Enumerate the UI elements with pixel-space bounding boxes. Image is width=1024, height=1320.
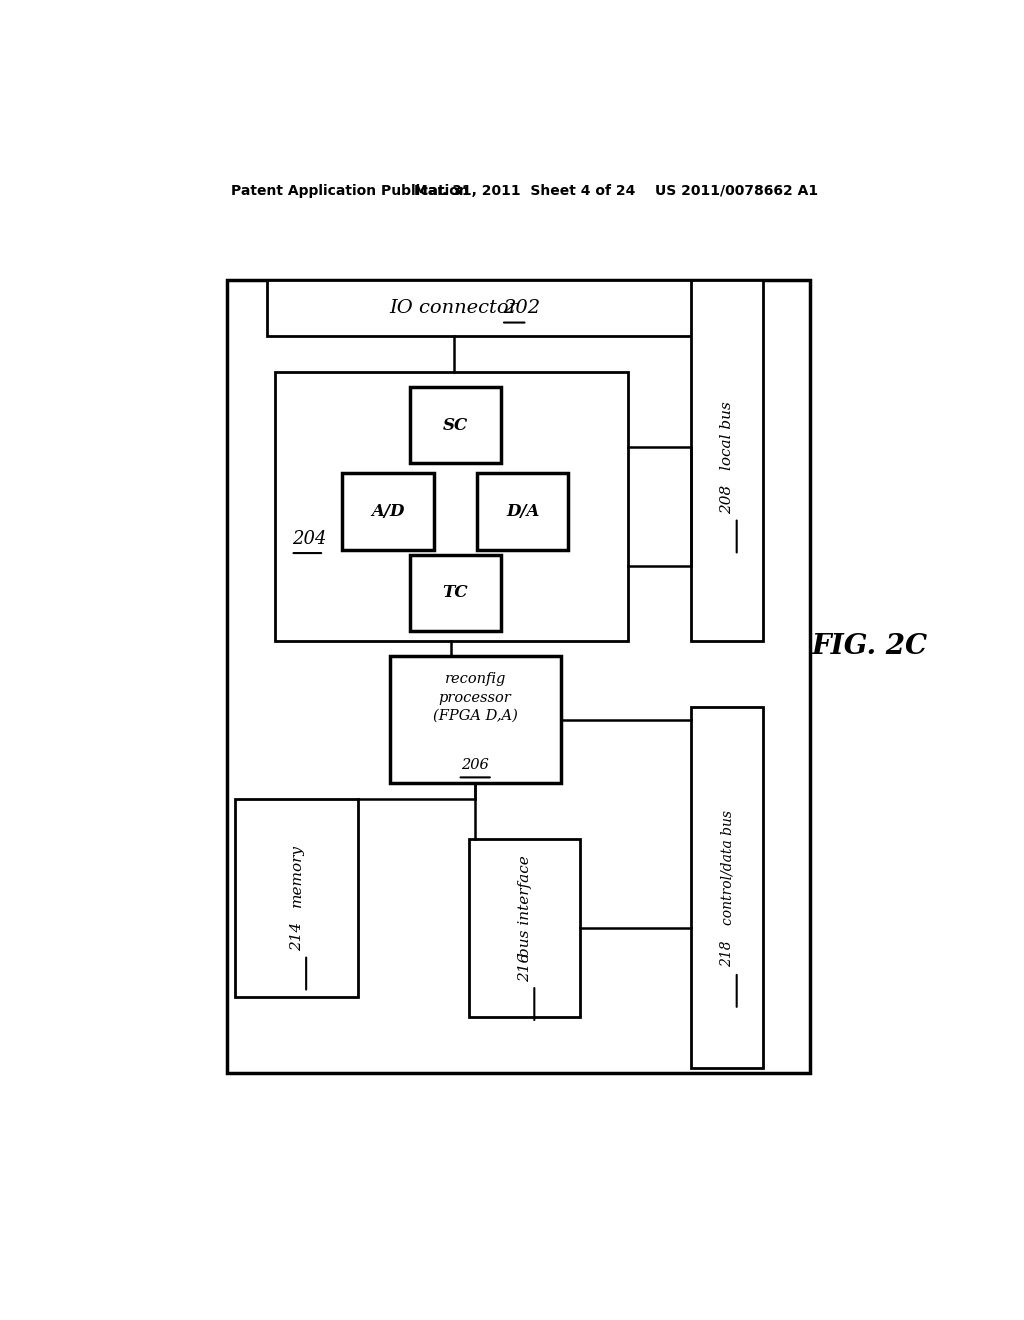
- Bar: [236, 799, 358, 997]
- Text: D/A: D/A: [506, 503, 540, 520]
- Text: SC: SC: [442, 417, 468, 434]
- Text: A/D: A/D: [372, 503, 404, 520]
- Text: Mar. 31, 2011  Sheet 4 of 24: Mar. 31, 2011 Sheet 4 of 24: [414, 183, 636, 198]
- Text: memory: memory: [290, 843, 304, 907]
- Text: local bus: local bus: [720, 401, 734, 470]
- Bar: [267, 280, 712, 337]
- Text: 204: 204: [292, 529, 327, 548]
- Text: 202: 202: [503, 300, 540, 317]
- Bar: [410, 554, 501, 631]
- Text: FIG. 2C: FIG. 2C: [812, 632, 928, 660]
- Text: 216: 216: [518, 952, 531, 982]
- Bar: [342, 474, 433, 549]
- Bar: [691, 708, 763, 1068]
- Bar: [274, 372, 628, 642]
- Bar: [691, 280, 763, 642]
- Bar: [390, 656, 560, 784]
- Text: 218: 218: [720, 940, 734, 968]
- Bar: [227, 280, 811, 1073]
- Bar: [477, 474, 568, 549]
- Text: bus interface: bus interface: [518, 855, 531, 957]
- Text: TC: TC: [442, 585, 468, 602]
- Text: IO connector: IO connector: [389, 300, 518, 317]
- Text: Patent Application Publication: Patent Application Publication: [231, 183, 469, 198]
- Text: US 2011/0078662 A1: US 2011/0078662 A1: [655, 183, 818, 198]
- Text: 214: 214: [290, 921, 304, 952]
- Text: reconfig
processor
(FPGA D,A): reconfig processor (FPGA D,A): [433, 672, 518, 723]
- Bar: [410, 387, 501, 463]
- Bar: [469, 840, 581, 1018]
- Text: 208: 208: [720, 484, 734, 513]
- Text: 206: 206: [462, 758, 489, 772]
- Text: control/data bus: control/data bus: [720, 810, 734, 925]
